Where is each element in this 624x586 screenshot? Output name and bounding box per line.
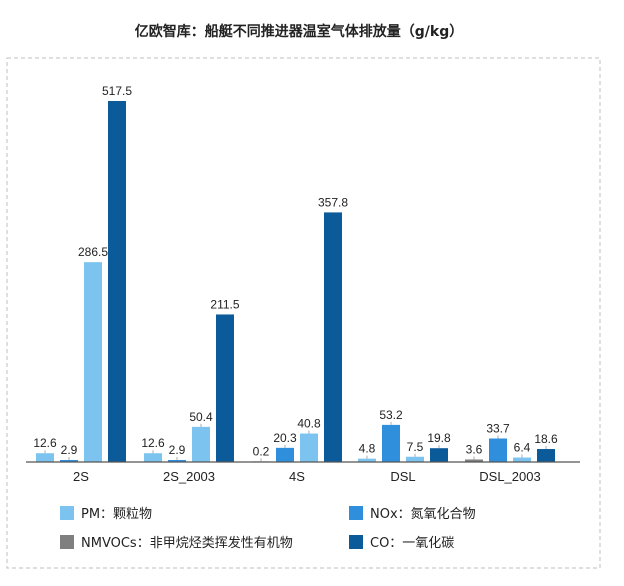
value-label: 53.2 <box>379 408 403 422</box>
legend-label: PM：颗粒物 <box>81 507 152 522</box>
legend-swatch <box>60 506 74 520</box>
legend-label: NMVOCs：非甲烷烃类挥发性有机物 <box>81 535 293 551</box>
bar-2s-2003-4 <box>216 314 234 462</box>
value-label: 357.8 <box>318 195 348 209</box>
category-label: 4S <box>289 469 305 484</box>
category-label: DSL <box>390 469 415 484</box>
legend: PM：颗粒物 NOx：氮氧化合物 NMVOCs：非甲烷烃类挥发性有机物 CO：一氧化碳 <box>60 506 476 551</box>
bar-4s-4 <box>324 212 342 462</box>
bar-dsl-2 <box>382 424 400 462</box>
value-label: 517.5 <box>102 84 132 98</box>
value-label: 2.9 <box>169 443 186 457</box>
chart-frame <box>6 57 601 569</box>
bar-2s-4 <box>108 101 126 462</box>
bars-layer <box>36 101 555 462</box>
category-label: 2S_2003 <box>163 469 215 484</box>
bar-4s-2 <box>276 447 294 462</box>
bar-dsl-2003-2 <box>489 438 507 462</box>
value-label: 12.6 <box>33 436 57 450</box>
value-label: 50.4 <box>189 410 213 424</box>
value-label: 18.6 <box>534 432 558 446</box>
legend-swatch <box>60 535 74 549</box>
bar-dsl-2003-3 <box>513 457 531 462</box>
bar-dsl-4 <box>430 448 448 462</box>
value-label: 19.8 <box>427 431 451 445</box>
value-labels-layer: 12.6 2.9 286.5 517.5 12.6 2.9 50.4 211.5 0.220.3… <box>33 84 558 462</box>
bar-2s-2003-1 <box>144 453 162 462</box>
legend-label: NOx：氮氧化合物 <box>370 507 476 522</box>
legend-swatch <box>349 535 363 549</box>
legend-swatch <box>349 506 363 520</box>
chart-title: 亿欧智库：船艇不同推进器温室气体排放量（g/kg） <box>135 23 463 40</box>
value-label: 4.8 <box>359 442 376 456</box>
bar-dsl-2003-4 <box>537 449 555 462</box>
bar-dsl-3 <box>406 456 424 462</box>
bar-2s-1 <box>36 453 54 462</box>
bar-2s-2003-2 <box>168 459 186 462</box>
bar-2s-3 <box>84 262 102 462</box>
value-label: 286.5 <box>78 245 108 259</box>
value-label: 3.6 <box>466 442 483 456</box>
value-label: 7.5 <box>407 440 424 454</box>
bar-4s-3 <box>300 433 318 462</box>
value-label: 0.2 <box>253 444 270 458</box>
category-label: 2S <box>73 469 89 484</box>
bar-dsl-1 <box>358 458 376 462</box>
bar-2s-2 <box>60 459 78 462</box>
value-label: 211.5 <box>210 297 239 311</box>
bar-2s-2003-3 <box>192 426 210 462</box>
bar-dsl-2003-1 <box>465 459 483 462</box>
value-label: 6.4 <box>514 441 531 455</box>
value-label: 12.6 <box>141 436 165 450</box>
legend-label: CO：一氧化碳 <box>370 536 454 551</box>
value-label: 40.8 <box>297 417 321 431</box>
category-label: DSL_2003 <box>479 469 540 484</box>
value-label: 2.9 <box>61 443 78 457</box>
category-labels-layer: 2S 2S_2003 4S DSL DSL_2003 <box>73 469 541 484</box>
value-label: 20.3 <box>273 431 297 445</box>
value-label: 33.7 <box>486 421 510 435</box>
